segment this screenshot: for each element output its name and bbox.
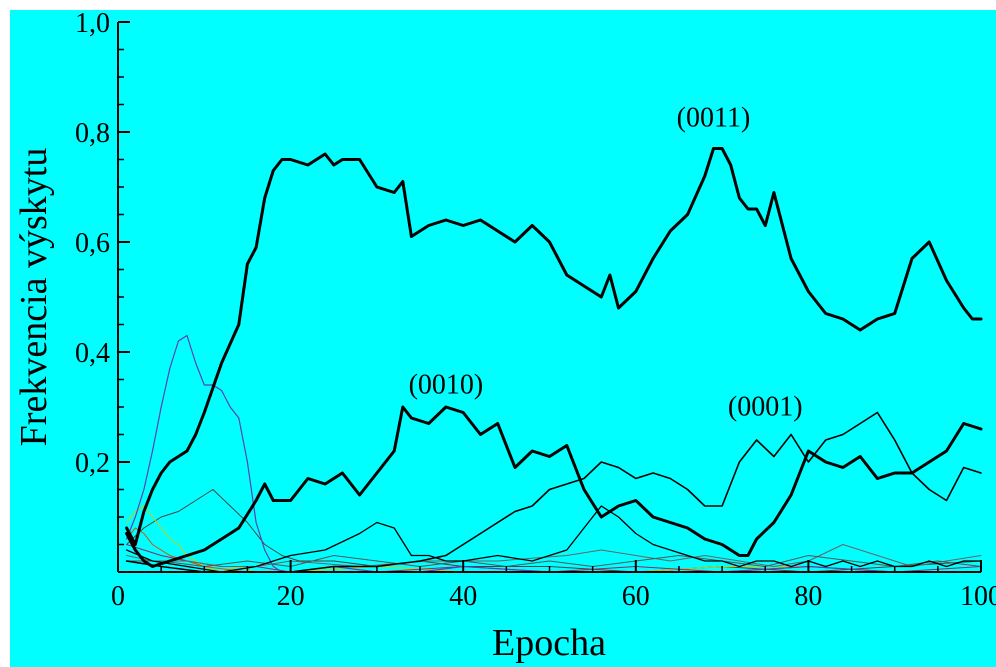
annotation-layer: (0011) (0010) (0001) <box>409 103 803 423</box>
series-line-4 <box>125 505 982 573</box>
x-tick-label: 0 <box>111 581 125 612</box>
series-annotation: (0010) <box>409 369 484 400</box>
x-tick-label: 60 <box>622 581 650 612</box>
x-axis-title: Epocha <box>492 622 606 664</box>
x-tick-label: 40 <box>449 581 477 612</box>
series-line-3 <box>125 411 982 573</box>
series-line-11 <box>126 555 982 567</box>
x-tick-label: 20 <box>277 581 305 612</box>
y-tick-label: 0,6 <box>75 228 110 259</box>
y-tick-label: 0,8 <box>75 118 110 149</box>
y-tick-label: 1,0 <box>75 8 110 39</box>
chart-background <box>10 10 996 667</box>
series-annotation: (0001) <box>728 391 803 422</box>
series-annotation: (0011) <box>677 103 751 134</box>
ticks-layer: 0 20 40 60 80 100 0,2 0,4 0,6 0,8 1,0 <box>75 8 996 612</box>
y-tick-label: 0,2 <box>75 448 110 479</box>
series-line-2 <box>125 405 983 568</box>
y-axis-title: Frekvencia výskytu <box>13 148 55 447</box>
x-tick-label: 80 <box>794 581 822 612</box>
series-line-1 <box>125 147 983 546</box>
series-line-10 <box>126 544 982 567</box>
y-tick-label: 0,4 <box>75 338 110 369</box>
x-tick-label: 100 <box>960 581 996 612</box>
